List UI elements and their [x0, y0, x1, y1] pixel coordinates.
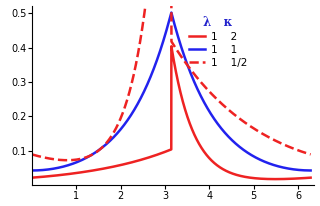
- Legend: 1    2, 1    1, 1    1/2: 1 2, 1 1, 1 1/2: [185, 11, 251, 72]
